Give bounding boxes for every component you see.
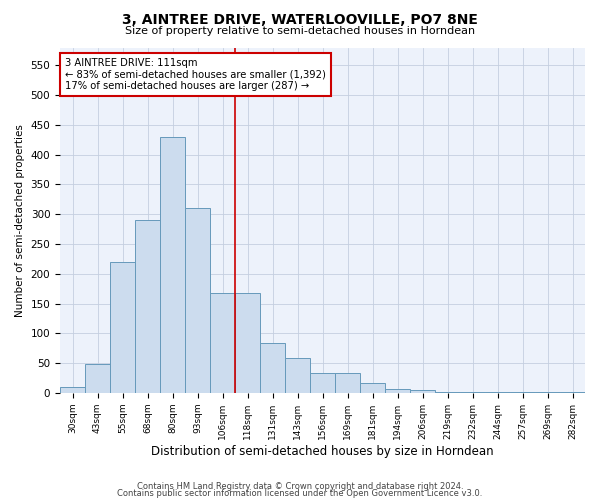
Bar — [285, 358, 310, 393]
X-axis label: Distribution of semi-detached houses by size in Horndean: Distribution of semi-detached houses by … — [151, 444, 494, 458]
Bar — [260, 344, 285, 393]
Bar — [435, 392, 460, 393]
Bar — [185, 208, 210, 393]
Bar — [410, 390, 435, 393]
Bar — [210, 293, 235, 393]
Text: 3, AINTREE DRIVE, WATERLOOVILLE, PO7 8NE: 3, AINTREE DRIVE, WATERLOOVILLE, PO7 8NE — [122, 12, 478, 26]
Text: Contains public sector information licensed under the Open Government Licence v3: Contains public sector information licen… — [118, 490, 482, 498]
Bar — [135, 220, 160, 393]
Bar — [335, 373, 360, 393]
Bar — [110, 262, 135, 393]
Bar — [535, 392, 560, 393]
Bar — [510, 392, 535, 393]
Bar — [235, 293, 260, 393]
Bar — [560, 392, 585, 393]
Bar — [85, 364, 110, 393]
Bar — [60, 387, 85, 393]
Bar — [360, 384, 385, 393]
Bar — [310, 373, 335, 393]
Y-axis label: Number of semi-detached properties: Number of semi-detached properties — [15, 124, 25, 316]
Bar — [160, 137, 185, 393]
Text: Size of property relative to semi-detached houses in Horndean: Size of property relative to semi-detach… — [125, 26, 475, 36]
Bar — [485, 392, 510, 393]
Bar — [460, 392, 485, 393]
Text: 3 AINTREE DRIVE: 111sqm
← 83% of semi-detached houses are smaller (1,392)
17% of: 3 AINTREE DRIVE: 111sqm ← 83% of semi-de… — [65, 58, 326, 91]
Bar — [385, 388, 410, 393]
Text: Contains HM Land Registry data © Crown copyright and database right 2024.: Contains HM Land Registry data © Crown c… — [137, 482, 463, 491]
